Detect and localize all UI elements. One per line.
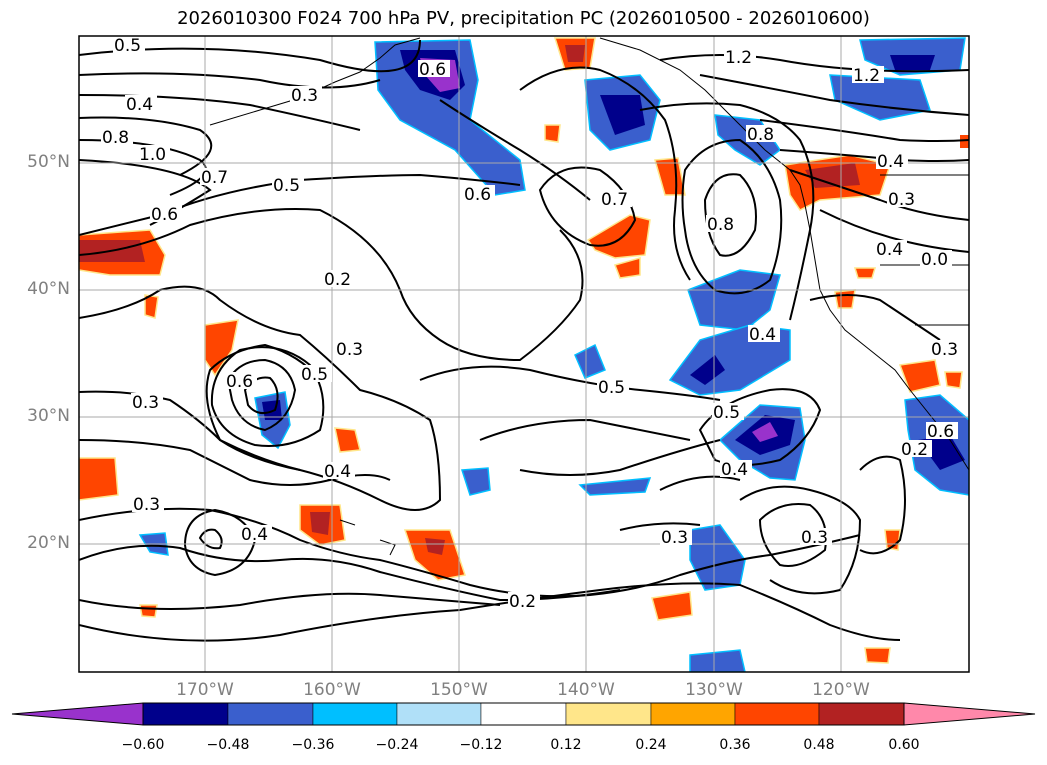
- blob-offshore-30n: [718, 404, 806, 481]
- colorbar-tick: −0.12: [459, 737, 503, 753]
- contour-label: 0.3: [931, 340, 958, 360]
- contour-label: 0.4: [324, 462, 351, 482]
- contour-label: 0.8: [102, 128, 129, 148]
- contour-label: 0.7: [601, 190, 628, 210]
- contour-label: 0.6: [151, 205, 178, 225]
- contour-label: 0.5: [713, 403, 740, 423]
- blob-small-140w: [138, 343, 652, 556]
- contour-label: 0.5: [114, 36, 141, 56]
- lat-label-30n: 30°N: [27, 406, 70, 426]
- colorbar-tick: −0.60: [121, 737, 165, 753]
- lon-label-130w: 130°W: [685, 680, 743, 700]
- colorbar-tick: 0.36: [719, 737, 751, 753]
- colorbar-extend-high: [903, 702, 1036, 726]
- colorbar-segment: [227, 702, 314, 726]
- colorbar-tick: 0.24: [635, 737, 667, 753]
- colorbar-tick: 0.48: [803, 737, 835, 753]
- contour-label: 0.3: [888, 190, 915, 210]
- contour-label: 0.2: [324, 270, 351, 290]
- contour-label: 0.0: [921, 250, 948, 270]
- contour-label: 0.3: [291, 86, 318, 106]
- colorbar-segment: [650, 702, 736, 726]
- colorbar-segment: [396, 702, 482, 726]
- contour-label: 0.4: [749, 325, 776, 345]
- pv-contour-labels: 0.5 0.4 0.8 1.0 0.7 0.6 0.5 0.3 0.6 0.2 …: [101, 36, 962, 612]
- contour-label: 1.0: [139, 145, 166, 165]
- contour-label: 0.3: [133, 495, 160, 515]
- colorbar: [11, 702, 1036, 726]
- colorbar-tick: −0.48: [206, 737, 250, 753]
- colorbar-segment: [312, 702, 398, 726]
- contour-label: 0.5: [273, 176, 300, 196]
- map-frame: [78, 35, 970, 673]
- colorbar-extend-low: [11, 702, 144, 726]
- colorbar-segment: [734, 702, 820, 726]
- contour-label: 0.4: [876, 240, 903, 260]
- contour-label: 0.6: [419, 60, 446, 80]
- colorbar-segment: [565, 702, 652, 726]
- contour-label: 0.2: [901, 440, 928, 460]
- contour-label: 0.3: [801, 528, 828, 548]
- contour-label: 1.2: [853, 66, 880, 86]
- contour-label: 0.5: [598, 378, 625, 398]
- contour-label: 0.3: [336, 340, 363, 360]
- lat-label-50n: 50°N: [27, 152, 70, 172]
- map-title: 2026010300 F024 700 hPa PV, precipitatio…: [177, 8, 870, 29]
- contour-label: 0.3: [661, 528, 688, 548]
- lon-label-140w: 140°W: [557, 680, 615, 700]
- contour-label: 0.6: [927, 422, 954, 442]
- contour-label: 0.8: [707, 215, 734, 235]
- colorbar-segment: [142, 702, 229, 726]
- graticule: [79, 36, 969, 672]
- colorbar-tick: −0.24: [375, 737, 419, 753]
- colorbar-tick: 0.12: [550, 737, 582, 753]
- lat-label-40n: 40°N: [27, 279, 70, 299]
- contour-label: 0.2: [509, 592, 536, 612]
- colorbar-tick: −0.36: [291, 737, 335, 753]
- colorbar-segment: [818, 702, 905, 726]
- contour-label: 0.4: [241, 525, 268, 545]
- contour-label: 0.7: [201, 168, 228, 188]
- colorbar-segment: [480, 702, 567, 726]
- contour-label: 0.4: [877, 152, 904, 172]
- blob-offshore-40n: [687, 269, 781, 331]
- contour-label: 0.4: [126, 95, 153, 115]
- lat-label-20n: 20°N: [27, 533, 70, 553]
- colorbar-tick: 0.60: [888, 737, 920, 753]
- blob-offshore-35n: [668, 324, 791, 396]
- contour-label: 0.5: [301, 365, 328, 385]
- contour-label: 0.8: [747, 125, 774, 145]
- blob-south-130w: [689, 524, 746, 672]
- lon-label-150w: 150°W: [430, 680, 488, 700]
- contour-label: 1.2: [725, 48, 752, 68]
- contour-label: 0.4: [721, 460, 748, 480]
- lon-label-120w: 120°W: [812, 680, 870, 700]
- lon-label-170w: 170°W: [176, 680, 234, 700]
- contour-label: 0.6: [226, 372, 253, 392]
- lon-label-160w: 160°W: [303, 680, 361, 700]
- contour-label: 0.3: [132, 393, 159, 413]
- contour-label: 0.6: [464, 185, 491, 205]
